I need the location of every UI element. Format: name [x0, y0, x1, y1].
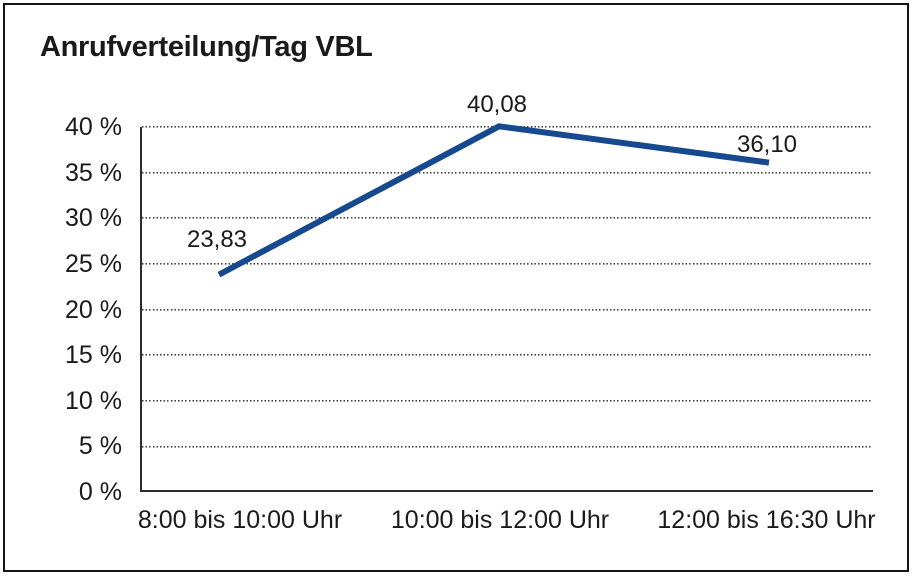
x-category-label: 12:00 bis 16:30 Uhr	[657, 506, 876, 534]
x-category-label: 8:00 bis 10:00 Uhr	[137, 506, 343, 534]
y-tick-label: 0 %	[78, 478, 122, 506]
y-tick-label: 10 %	[65, 386, 122, 415]
y-tick-label: 25 %	[65, 249, 122, 278]
plot-area	[140, 123, 873, 492]
y-tick-label: 5 %	[78, 432, 122, 461]
gridline	[142, 263, 873, 266]
gridline	[142, 308, 873, 311]
y-tick-label: 35 %	[65, 158, 122, 187]
gridline	[142, 354, 873, 357]
gridline	[142, 171, 873, 174]
y-axis-tick-labels: 40 % 35 % 30 % 25 % 20 % 15 % 10 % 5 % 0 %	[0, 114, 122, 505]
x-category-label: 10:00 bis 12:00 Uhr	[390, 506, 610, 534]
gridline	[142, 217, 873, 220]
chart-title: Anrufverteilung/Tag VBL	[40, 31, 373, 63]
data-line-series	[217, 123, 770, 278]
gridline	[142, 445, 873, 448]
series-polyline	[217, 123, 770, 278]
y-tick-label: 30 %	[65, 204, 122, 233]
data-point-label: 40,08	[466, 91, 528, 119]
x-axis-category-labels: 8:00 bis 10:00 Uhr 10:00 bis 12:00 Uhr 12:…	[137, 502, 876, 542]
y-tick-label: 40 %	[65, 113, 122, 141]
y-tick-label: 20 %	[65, 295, 122, 324]
gridline	[142, 399, 873, 402]
y-tick-label: 15 %	[65, 341, 122, 370]
